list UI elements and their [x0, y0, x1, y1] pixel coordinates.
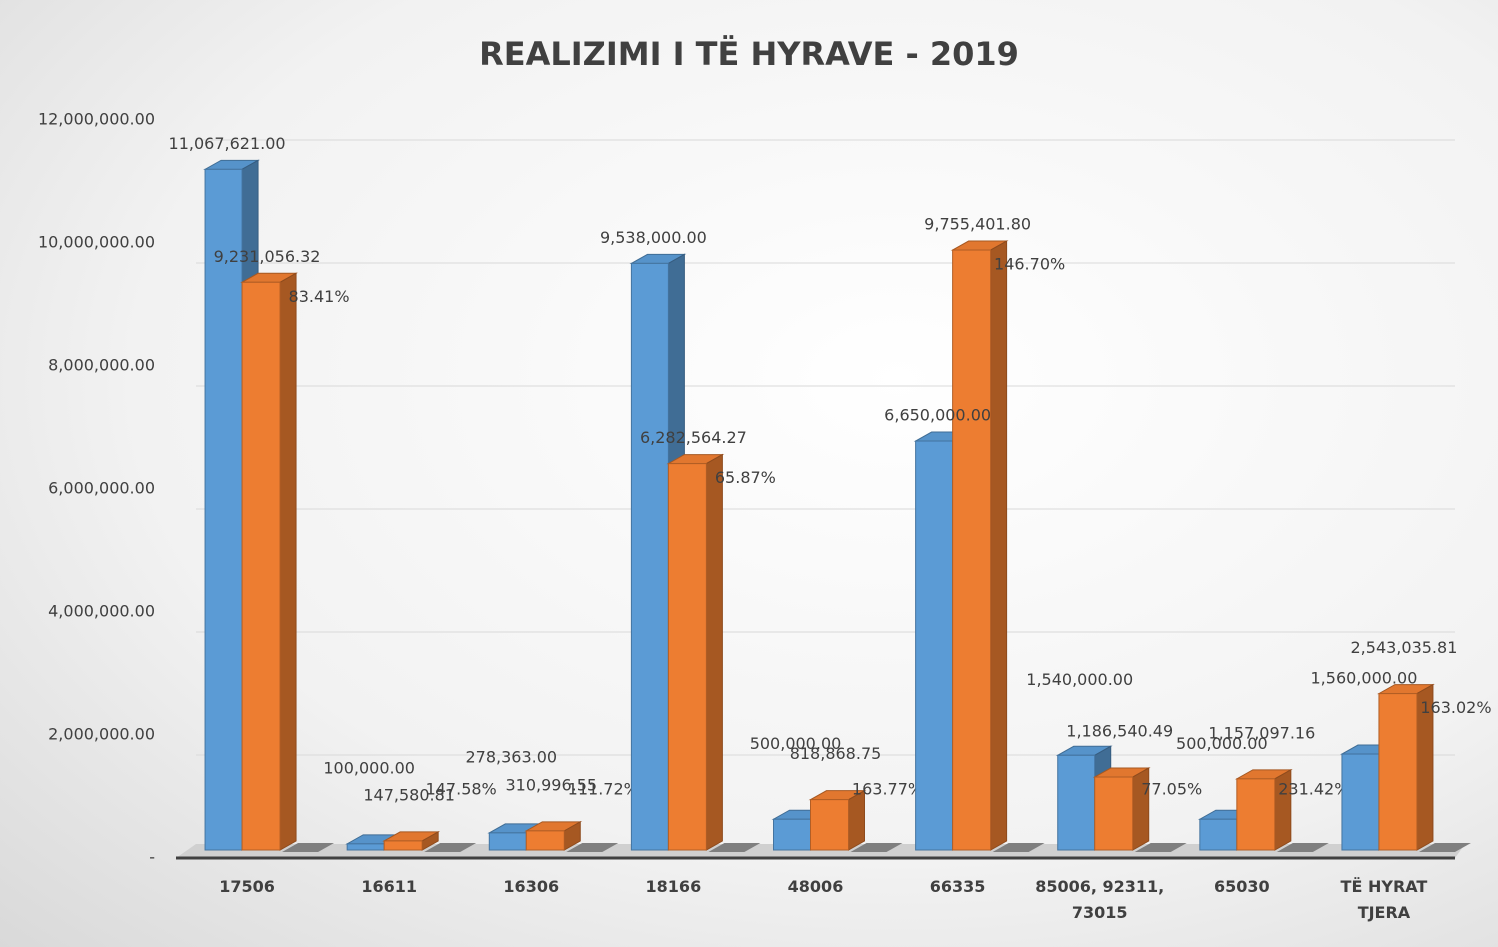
x-tick-label: 48006 — [787, 877, 844, 896]
data-label: 83.41% — [289, 287, 350, 306]
bar-side — [990, 240, 1008, 851]
y-tick-label: 10,000,000.00 — [38, 233, 155, 252]
bar-side — [848, 789, 865, 851]
data-label: 111.72% — [568, 780, 639, 799]
data-label: 278,363.00 — [465, 747, 557, 766]
bar-side — [279, 272, 297, 851]
bar-side — [705, 453, 723, 851]
bar — [282, 843, 335, 852]
x-tick-label: 18166 — [645, 877, 702, 896]
bar — [1378, 693, 1418, 851]
bar — [525, 830, 565, 851]
data-label: 163.02% — [1420, 698, 1491, 717]
bar — [204, 168, 243, 851]
data-label: 500,000.00 — [1176, 734, 1268, 753]
x-tick-label: 66335 — [929, 877, 986, 896]
y-tick-label: 2,000,000.00 — [48, 725, 155, 744]
bar — [1276, 843, 1329, 852]
bar — [383, 840, 423, 851]
data-label: 818,868.75 — [790, 744, 882, 763]
y-tick-label: - — [149, 848, 155, 867]
bar — [488, 832, 527, 851]
data-label: 1,540,000.00 — [1026, 670, 1133, 689]
bar — [810, 799, 849, 851]
data-label: 9,538,000.00 — [600, 228, 707, 247]
bar — [773, 818, 811, 851]
data-label: 6,650,000.00 — [884, 406, 991, 425]
data-label: 9,755,401.80 — [924, 215, 1031, 234]
data-label: 500,000.00 — [750, 734, 842, 753]
data-label: 2,543,035.81 — [1351, 638, 1458, 657]
bar — [1134, 843, 1187, 852]
data-label: 146.70% — [994, 255, 1065, 274]
bar — [708, 843, 761, 852]
bar — [1418, 843, 1471, 852]
data-label: 1,560,000.00 — [1311, 669, 1418, 688]
bar — [850, 843, 903, 852]
data-label: 1,186,540.49 — [1066, 722, 1173, 741]
y-tick-label: 4,000,000.00 — [48, 602, 155, 621]
y-tick-label: 8,000,000.00 — [48, 356, 155, 375]
bar — [241, 281, 281, 851]
y-tick-label: 12,000,000.00 — [38, 110, 155, 129]
x-tick-label: TË HYRAT TJERA — [1340, 877, 1428, 922]
data-label: 1,157,097.16 — [1208, 723, 1315, 742]
bar — [1236, 778, 1276, 851]
data-label: 6,282,564.27 — [640, 428, 747, 447]
bar — [915, 440, 954, 851]
bar — [952, 249, 992, 851]
data-label: 100,000.00 — [323, 758, 415, 777]
bar — [630, 262, 669, 851]
bar — [1057, 754, 1096, 851]
bar — [424, 843, 477, 852]
bar — [667, 463, 707, 851]
bar — [1199, 818, 1238, 851]
data-label: 231.42% — [1278, 780, 1349, 799]
data-label: 147,580.81 — [363, 785, 455, 804]
x-tick-label: 85006, 92311, 73015 — [1035, 877, 1165, 922]
x-tick-label: 16611 — [361, 877, 417, 896]
bar — [346, 843, 385, 851]
data-label: 147.58% — [426, 780, 497, 799]
x-tick-label: 17506 — [219, 877, 275, 896]
data-label: 9,231,056.32 — [214, 247, 321, 266]
data-label: 11,067,621.00 — [169, 134, 286, 153]
data-label: 77.05% — [1141, 780, 1202, 799]
y-tick-label: 6,000,000.00 — [48, 479, 155, 498]
bar — [1094, 776, 1134, 851]
x-tick-label: 65030 — [1213, 877, 1270, 896]
bar — [566, 843, 619, 852]
bar — [1341, 753, 1380, 851]
data-label: 65.87% — [715, 468, 776, 487]
data-label: 163.77% — [852, 780, 923, 799]
x-tick-label: 16306 — [503, 877, 560, 896]
bar — [992, 843, 1045, 852]
chart-title: REALIZIMI I TË HYRAVE - 2019 — [479, 35, 1019, 73]
data-label: 310,996.55 — [505, 775, 597, 794]
